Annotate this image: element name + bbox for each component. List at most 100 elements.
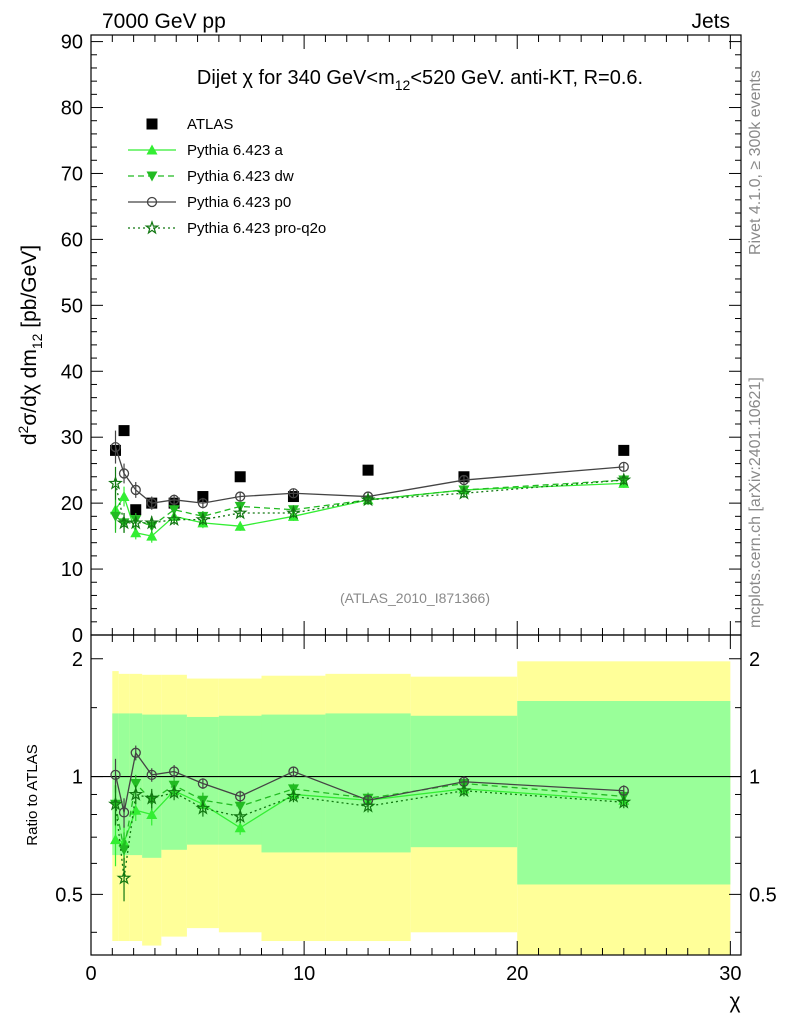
y-tick-label: 90 [61,32,83,54]
legend-marker-pythia-6-423-p0 [146,196,158,208]
data-point-pythia-6-423-pro-q2o [108,475,123,490]
ratio-point-pythia-6-423-pro-q2o [166,784,182,799]
data-point-pythia-6-423-a [118,491,130,502]
data-point-pythia-6-423-pro-q2o [616,472,632,487]
ratio-point-pythia-6-423-pro-q2o [286,788,301,803]
y-tick-label: 40 [61,361,83,383]
ratio-point-pythia-6-423-p0 [197,778,209,789]
y-tick-label: 60 [61,229,83,251]
ratio-tick-label: 0.5 [55,884,83,906]
data-point-pythia-6-423-dw [168,505,180,516]
header-left: 7000 GeV pp [102,10,226,33]
y-tick-label: 80 [61,98,83,120]
data-point-pythia-6-423-pro-q2o [195,511,211,526]
x-tick-label: 10 [293,963,315,985]
ratio-uncertainty-bands [91,661,741,955]
ratio-tick-label-right: 0.5 [749,884,777,906]
data-point-pythia-6-423-pro-q2o [232,505,248,520]
ratio-point-pythia-6-423-p0 [168,766,180,777]
ratio-point-pythia-6-423-a [146,808,158,819]
data-point-pythia-6-423-p0 [118,468,130,479]
ratio-point-pythia-6-423-p0 [110,769,121,781]
ratio-point-pythia-6-423-pro-q2o [616,794,632,809]
data-point-pythia-6-423-p0 [197,497,209,509]
ratio-point-pythia-6-423-pro-q2o [116,870,132,885]
data-point-pythia-6-423-pro-q2o [360,492,376,507]
legend-marker-pythia-6-423-a [146,144,158,155]
data-point-pythia-6-423-p0 [110,441,121,453]
data-point-pythia-6-423-dw [110,511,122,522]
data-point-pythia-6-423-p0 [235,491,246,502]
data-point-pythia-6-423-p0 [168,494,180,505]
ratio-point-pythia-6-423-pro-q2o [195,800,211,815]
plot-title: Dijet χ for 340 GeV<m12<520 GeV. anti-KT… [197,67,643,93]
ratio-point-pythia-6-423-dw [118,845,130,856]
ratio-point-pythia-6-423-p0 [118,807,130,818]
data-point-pythia-6-423-pro-q2o [286,505,301,520]
data-point-pythia-6-423-p0 [288,488,299,499]
legend-label-pythia-6-423-pro-q2o: Pythia 6.423 pro-q2o [187,220,326,237]
ratio-point-pythia-6-423-p0 [288,766,299,777]
data-point-atlas [362,464,374,476]
x-tick-label: 0 [85,963,96,985]
ratio-point-pythia-6-423-pro-q2o [232,808,248,823]
data-point-pythia-6-423-pro-q2o [128,515,144,530]
data-point-pythia-6-423-p0 [130,484,141,496]
data-point-atlas [234,471,246,483]
x-axis-title: χ [729,990,740,1013]
series-line-pythia-6-423-a [114,482,624,537]
legend-label-atlas: ATLAS [187,116,233,133]
axis-ticks: 0 10 20 30 40 50 60 70 80 90 0 10 20 30 0.5 0.5 1 1 2 2 [55,32,777,985]
ratio-point-pythia-6-423-p0 [146,769,157,781]
data-point-pythia-6-423-pro-q2o [116,515,132,530]
data-point-pythia-6-423-a [130,527,142,538]
legend-marker-atlas [146,118,158,130]
ratio-line-pythia-6-423-dw [114,782,624,850]
legend-label-pythia-6-423-dw: Pythia 6.423 dw [187,168,294,185]
y-tick-label: 0 [72,625,83,647]
band-inner-bin [142,714,162,858]
ratio-tick-label: 2 [72,649,83,671]
data-point-pythia-6-423-p0 [618,461,629,473]
header-right: Jets [691,10,730,33]
data-point-pythia-6-423-a [234,520,246,531]
data-point-pythia-6-423-p0 [146,497,157,509]
y-tick-label: 10 [61,559,83,581]
ratio-tick-label-right: 1 [749,767,760,789]
ratio-point-pythia-6-423-pro-q2o [128,786,144,801]
legend-label-pythia-6-423-a: Pythia 6.423 a [187,142,284,159]
side-label-rivet: Rivet 4.1.0, ≥ 300k events [747,70,764,255]
ratio-point-pythia-6-423-dw [234,801,246,812]
legend-marker-pythia-6-423-pro-q2o [144,220,160,235]
data-point-pythia-6-423-p0 [458,474,470,486]
y-tick-label: 20 [61,493,83,515]
y-tick-label: 50 [61,295,83,317]
data-point-atlas [197,491,209,503]
ratio-point-pythia-6-423-a [234,822,246,833]
data-point-pythia-6-423-pro-q2o [166,511,182,526]
ratio-point-pythia-6-423-p0 [235,791,246,802]
ratio-point-pythia-6-423-pro-q2o [108,796,123,811]
ratio-point-pythia-6-423-p0 [130,747,141,758]
y-tick-label: 70 [61,163,83,185]
y-tick-label: 30 [61,427,83,449]
legend: ATLAS Pythia 6.423 a Pythia 6.423 dw Pythia… [128,116,326,237]
side-label-mcplots: mcplots.cern.ch [arXiv:2401.10621] [747,377,764,628]
ratio-point-pythia-6-423-pro-q2o [456,782,472,798]
ratio-plot-area [108,745,632,902]
main-plot-area [108,425,632,543]
legend-marker-pythia-6-423-dw [146,171,158,182]
legend-label-pythia-6-423-p0: Pythia 6.423 p0 [187,194,291,211]
analysis-watermark: (ATLAS_2010_I871366) [340,590,490,606]
ratio-tick-label: 1 [72,767,83,789]
data-point-pythia-6-423-pro-q2o [144,515,160,530]
data-point-pythia-6-423-a [146,530,158,541]
ratio-plot-frame [90,634,742,956]
x-tick-label: 20 [506,963,528,985]
ratio-axis-title: Ratio to ATLAS [24,744,41,845]
band-inner-bin [118,713,130,856]
data-point-atlas [130,504,142,516]
band-inner-bin [325,713,411,853]
data-point-pythia-6-423-pro-q2o [456,485,472,500]
